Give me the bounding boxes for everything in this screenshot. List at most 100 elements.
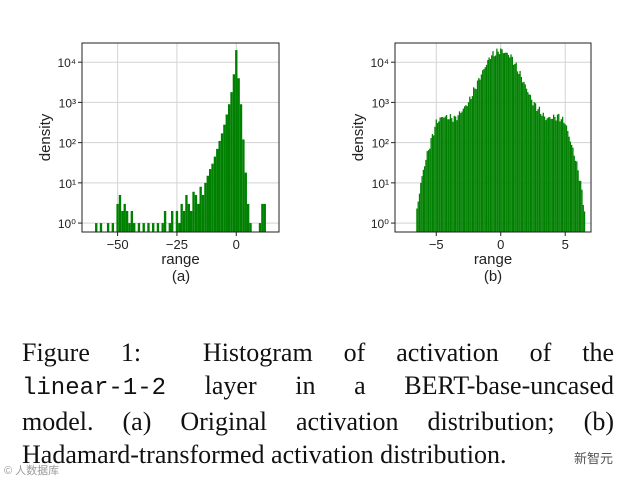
- histogram-bar: [225, 114, 228, 232]
- histogram-bar: [443, 117, 445, 232]
- y-tick-label: 10⁰: [58, 217, 76, 231]
- figure-caption: Figure 1: Histogram of activation of the…: [22, 336, 614, 471]
- histogram-bar: [482, 70, 484, 232]
- histogram-bar: [529, 94, 532, 232]
- histogram-bar: [536, 110, 538, 232]
- histogram-bar: [439, 117, 441, 232]
- histogram-bar: [500, 48, 502, 233]
- histogram-bar: [263, 203, 266, 232]
- histogram-bar: [125, 210, 129, 232]
- histogram-bar: [178, 223, 181, 232]
- y-tick-label: 10⁴: [57, 56, 76, 70]
- histogram-bar: [213, 156, 217, 232]
- y-tick-label: 10³: [372, 96, 389, 110]
- histogram-bar: [558, 113, 560, 232]
- histogram-bar: [478, 78, 480, 232]
- histogram-bar: [473, 87, 475, 232]
- histogram-bar: [175, 210, 179, 232]
- histogram-bar: [462, 108, 464, 232]
- histogram-bar: [506, 52, 508, 233]
- histogram-bar: [510, 54, 512, 232]
- x-tick-label: −25: [166, 237, 188, 252]
- histogram-bar: [147, 223, 150, 232]
- x-tick-label: 5: [562, 237, 569, 252]
- histogram-bar: [249, 223, 252, 232]
- watermark-right: 新智元: [572, 448, 616, 467]
- histogram-bar: [484, 67, 486, 233]
- histogram-bar: [559, 121, 561, 232]
- histogram-bar: [502, 53, 504, 233]
- histogram-bar: [501, 49, 503, 232]
- histogram-bar: [418, 193, 421, 232]
- histogram-bar: [551, 118, 553, 232]
- histogram-bar: [218, 140, 221, 232]
- histogram-bar: [118, 194, 122, 232]
- histogram-bar: [447, 119, 449, 232]
- histogram-bar: [569, 141, 572, 232]
- histogram-bar: [564, 124, 566, 232]
- caption-line-2: linear-1-2 layer in a BERT-base-uncased: [22, 369, 614, 405]
- histogram-bar: [161, 223, 164, 232]
- caption-line-3: model. (a) Original activation distribut…: [22, 407, 614, 436]
- histogram-bar: [498, 54, 501, 233]
- histogram-bar: [543, 116, 546, 232]
- histogram-bar: [556, 114, 559, 232]
- histogram-bar: [421, 176, 423, 232]
- histogram-bar: [426, 151, 428, 232]
- histogram-bar: [223, 124, 226, 232]
- histogram-bar: [488, 57, 490, 233]
- y-tick-label: 10³: [59, 96, 76, 110]
- histogram-bar: [555, 120, 557, 232]
- watermark-left: © 人数据库: [4, 465, 60, 477]
- histogram-bar: [572, 147, 574, 232]
- histogram-bar: [130, 210, 134, 232]
- histogram-bar: [420, 182, 422, 232]
- x-axis-label: range: [161, 251, 199, 268]
- histogram-bar: [507, 55, 510, 232]
- histogram-bar: [475, 89, 477, 232]
- histogram-bar: [580, 180, 582, 232]
- histogram-bar: [435, 119, 437, 232]
- histogram-bar: [237, 78, 240, 232]
- histogram-bar: [438, 121, 440, 232]
- histogram-bar: [457, 115, 459, 232]
- histogram-bar: [436, 123, 439, 232]
- histogram-bar: [470, 99, 472, 232]
- histogram-bar: [422, 169, 425, 232]
- histogram-bar: [492, 51, 494, 232]
- histogram-bar: [192, 191, 195, 232]
- histogram-bar: [448, 119, 450, 232]
- caption-line1-text: Histogram of activation of the: [202, 338, 615, 367]
- histogram-bar: [433, 135, 435, 232]
- histogram-bar: [487, 59, 489, 232]
- histogram-bar: [491, 55, 493, 232]
- histogram-bar: [537, 109, 539, 232]
- histogram-bar: [560, 119, 562, 232]
- histogram-bar: [452, 121, 454, 232]
- histogram-bar: [171, 210, 174, 232]
- histogram-bar: [239, 104, 243, 232]
- caption-label: Figure 1:: [22, 338, 142, 367]
- histogram-bar: [474, 88, 476, 232]
- histogram-bar: [533, 102, 535, 232]
- histogram-bar: [451, 118, 453, 232]
- histogram-bar: [567, 130, 569, 232]
- histogram-bar: [445, 115, 448, 232]
- histogram-bar: [425, 159, 427, 232]
- histogram-bar: [111, 223, 115, 232]
- panel-label: (b): [484, 268, 502, 285]
- histogram-bar: [163, 210, 167, 232]
- histogram-bar: [197, 203, 200, 232]
- histogram-bar: [577, 170, 579, 232]
- histogram-bar: [206, 175, 209, 232]
- histogram-bar: [261, 203, 264, 232]
- histogram-bar: [246, 203, 250, 232]
- histogram-bar: [456, 120, 458, 232]
- histogram-bar: [516, 71, 519, 232]
- histogram-bar: [494, 55, 497, 232]
- histogram-bar: [187, 203, 190, 232]
- histogram-bar: [522, 82, 524, 232]
- histogram-bar: [466, 106, 468, 232]
- histogram-bar: [547, 117, 550, 232]
- histogram-bar: [216, 148, 219, 232]
